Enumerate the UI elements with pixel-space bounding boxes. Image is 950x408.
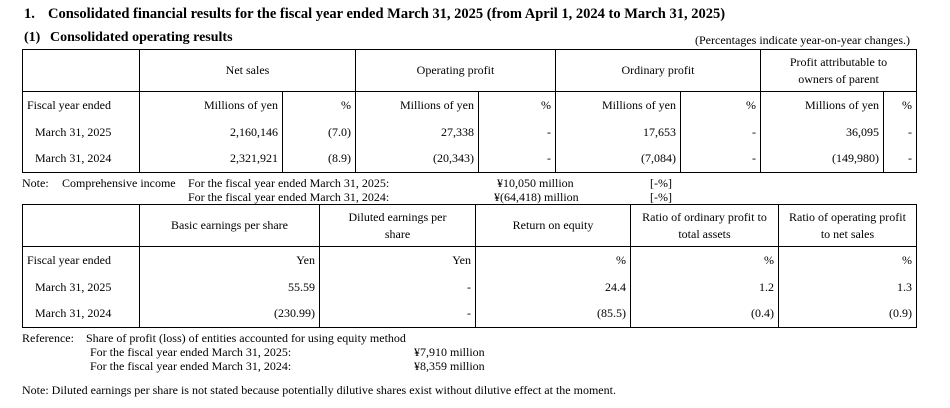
value-cell: - <box>883 145 918 173</box>
header-ordinary-profit: Ordinary profit <box>554 49 762 92</box>
section-title: Consolidated financial results for the f… <box>48 6 726 22</box>
value-cell: - <box>883 118 918 146</box>
table-row: March 31, 2024 2,321,921 (8.9) (20,343) … <box>22 145 918 173</box>
reference-prefix: Reference: <box>22 331 74 345</box>
per-share-ratios-table: Basic earnings per share Diluted earning… <box>22 204 917 328</box>
table-header-row: Net sales Operating profit Ordinary prof… <box>22 49 918 92</box>
reference-value2: ¥8,359 million <box>414 359 485 373</box>
units-row: Fiscal year ended Yen Yen % % % <box>22 246 917 274</box>
value-cell: 2,160,146 <box>139 118 283 146</box>
percentage-note: (Percentages indicate year-on-year chang… <box>695 33 910 47</box>
value-cell: 36,095 <box>760 118 885 146</box>
subsection-title: Consolidated operating results <box>50 30 233 45</box>
row-label: Fiscal year ended <box>22 91 140 119</box>
unit-cell: % <box>778 246 917 274</box>
value-cell: (149,980) <box>760 145 885 173</box>
value-cell: - <box>679 145 762 173</box>
header-blank <box>22 49 140 92</box>
header-profit-attributable: Profit attributable to owners of parent <box>760 49 918 92</box>
value-cell: - <box>679 118 762 146</box>
header-net-sales: Net sales <box>139 49 356 92</box>
value-cell: (0.9) <box>778 300 917 328</box>
header-ordinary-profit-ratio: Ratio of ordinary profit to total assets <box>630 204 779 247</box>
value-cell: 17,653 <box>555 118 681 146</box>
diluted-eps-footnote: Note: Diluted earnings per share is not … <box>22 383 616 397</box>
comprehensive-note-line2: For the fiscal year ended March 31, 2024… <box>188 190 390 204</box>
value-cell: - <box>478 145 556 173</box>
units-row: Fiscal year ended Millions of yen % Mill… <box>22 91 918 119</box>
value-cell: (85.5) <box>475 300 631 328</box>
header-operating-profit: Operating profit <box>355 49 556 92</box>
comprehensive-note-value1: ¥10,050 million <box>497 176 574 190</box>
value-cell: 1.2 <box>630 273 779 301</box>
header-basic-eps: Basic earnings per share <box>139 204 320 247</box>
value-cell: - <box>319 273 476 301</box>
row-label: March 31, 2025 <box>22 273 140 301</box>
comprehensive-note-value2: ¥(64,418) million <box>494 190 579 204</box>
unit-cell: % <box>679 91 762 119</box>
header-diluted-eps: Diluted earnings per share <box>319 204 476 247</box>
value-cell: - <box>319 300 476 328</box>
value-cell: 27,338 <box>355 118 479 146</box>
unit-cell: Yen <box>319 246 476 274</box>
comprehensive-note-label: Comprehensive income <box>62 176 176 190</box>
value-cell: (0.4) <box>630 300 779 328</box>
row-label: March 31, 2024 <box>22 300 140 328</box>
unit-cell: % <box>478 91 556 119</box>
comprehensive-note-pct1: [-%] <box>650 176 672 190</box>
operating-results-table: Net sales Operating profit Ordinary prof… <box>22 49 918 173</box>
table-row: March 31, 2025 2,160,146 (7.0) 27,338 - … <box>22 118 918 146</box>
subsection-number: (1) <box>24 30 41 45</box>
reference-title: Share of profit (loss) of entities accou… <box>86 331 406 345</box>
header-blank <box>22 204 140 247</box>
reference-line1: For the fiscal year ended March 31, 2025… <box>90 345 292 359</box>
unit-cell: Millions of yen <box>355 91 479 119</box>
unit-cell: Millions of yen <box>760 91 885 119</box>
value-cell: (7,084) <box>555 145 681 173</box>
value-cell: (7.0) <box>282 118 356 146</box>
unit-cell: % <box>630 246 779 274</box>
table-row: March 31, 2024 (230.99) - (85.5) (0.4) (… <box>22 300 917 328</box>
comprehensive-note-pct2: [-%] <box>650 190 672 204</box>
row-label: March 31, 2025 <box>22 118 140 146</box>
value-cell: 2,321,921 <box>139 145 283 173</box>
section-number: 1. <box>24 6 35 22</box>
header-roe: Return on equity <box>475 204 631 247</box>
reference-value1: ¥7,910 million <box>414 345 485 359</box>
unit-cell: % <box>475 246 631 274</box>
value-cell: (8.9) <box>282 145 356 173</box>
unit-cell: % <box>883 91 918 119</box>
unit-cell: Millions of yen <box>139 91 283 119</box>
header-operating-profit-ratio: Ratio of operating profit to net sales <box>778 204 917 247</box>
value-cell: 1.3 <box>778 273 917 301</box>
row-label: March 31, 2024 <box>22 145 140 173</box>
value-cell: (20,343) <box>355 145 479 173</box>
unit-cell: Yen <box>139 246 320 274</box>
unit-cell: Millions of yen <box>555 91 681 119</box>
row-label: Fiscal year ended <box>22 246 140 274</box>
value-cell: 24.4 <box>475 273 631 301</box>
reference-line2: For the fiscal year ended March 31, 2024… <box>90 359 292 373</box>
unit-cell: % <box>282 91 356 119</box>
comprehensive-note-prefix: Note: <box>22 176 49 190</box>
table-row: March 31, 2025 55.59 - 24.4 1.2 1.3 <box>22 273 917 301</box>
value-cell: (230.99) <box>139 300 320 328</box>
value-cell: 55.59 <box>139 273 320 301</box>
comprehensive-note-line1: For the fiscal year ended March 31, 2025… <box>188 176 390 190</box>
table-header-row: Basic earnings per share Diluted earning… <box>22 204 917 247</box>
value-cell: - <box>478 118 556 146</box>
